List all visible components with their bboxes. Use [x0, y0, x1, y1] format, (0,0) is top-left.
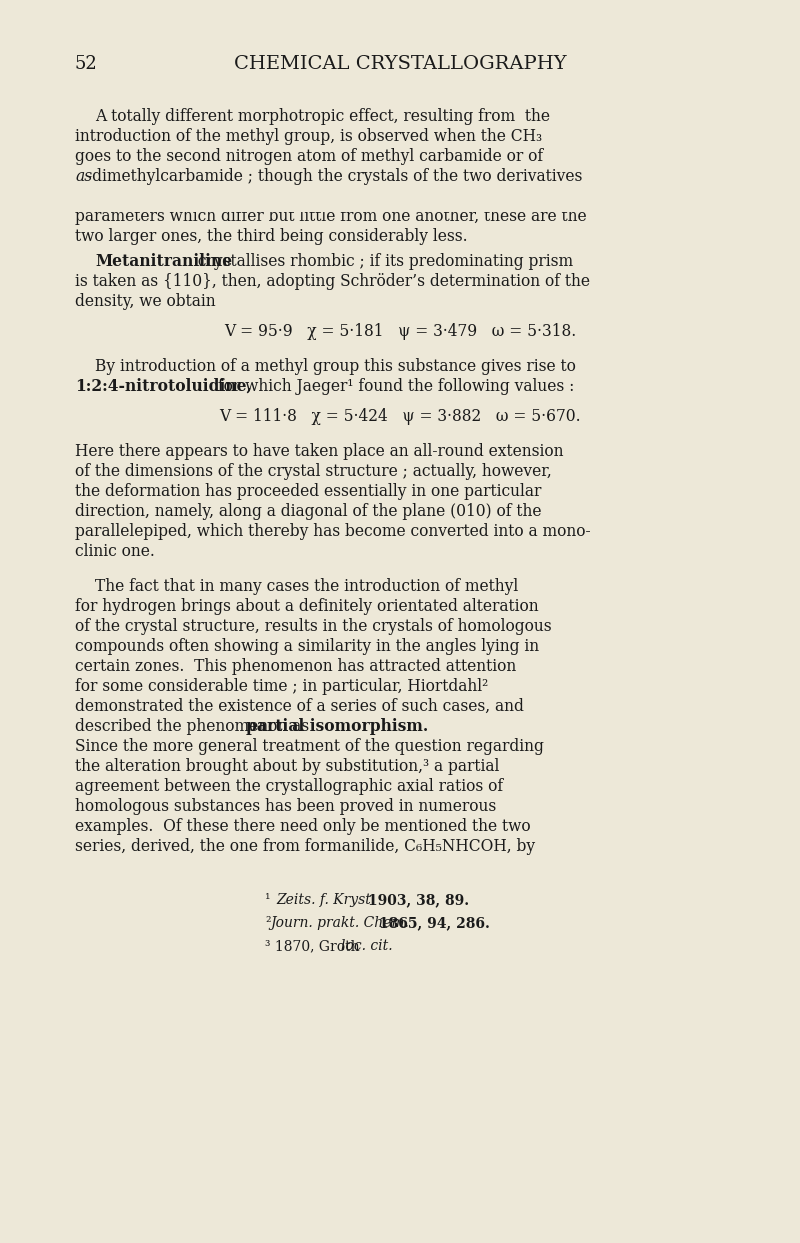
Text: CHEMICAL CRYSTALLOGRAPHY: CHEMICAL CRYSTALLOGRAPHY	[234, 55, 566, 73]
Text: direction, namely, along a diagonal of the plane (010) of the: direction, namely, along a diagonal of t…	[75, 503, 542, 520]
Text: V = 95·9   χ = 5·181   ψ = 3·479   ω = 5·318.: V = 95·9 χ = 5·181 ψ = 3·479 ω = 5·318.	[224, 323, 576, 341]
Text: 1:2:4-nitrotoluidine,: 1:2:4-nitrotoluidine,	[75, 378, 252, 395]
Text: is taken as {110}, then, adopting Schröder’s determination of the: is taken as {110}, then, adopting Schröd…	[75, 273, 590, 290]
Text: for hydrogen brings about a definitely orientated alteration: for hydrogen brings about a definitely o…	[75, 598, 538, 615]
Bar	[75, 168, 735, 190]
Text: examples.  Of these there need only be mentioned the two: examples. Of these there need only be me…	[75, 818, 530, 835]
Text: agreement between the crystallographic axial ratios of: agreement between the crystallographic a…	[75, 778, 503, 796]
Text: By introduction of a methyl group this substance gives rise to: By introduction of a methyl group this s…	[95, 358, 576, 375]
Text: for which Jaeger¹ found the following values :: for which Jaeger¹ found the following va…	[213, 378, 574, 395]
Text: 1865, 94, 286.: 1865, 94, 286.	[374, 916, 490, 930]
Text: loc. cit.: loc. cit.	[342, 938, 393, 953]
Text: ²: ²	[265, 916, 270, 930]
Text: density, we obtain: density, we obtain	[75, 293, 216, 310]
Text: 52: 52	[75, 55, 98, 73]
Bar	[75, 190, 735, 213]
Text: Here there appears to have taken place an all-round extension: Here there appears to have taken place a…	[75, 443, 563, 460]
Text: certain zones.  This phenomenon has attracted attention: certain zones. This phenomenon has attra…	[75, 658, 516, 675]
Text: homologous substances has been proved in numerous: homologous substances has been proved in…	[75, 798, 496, 815]
Text: 1903, 38, 89.: 1903, 38, 89.	[363, 892, 470, 907]
Text: The fact that in many cases the introduction of methyl: The fact that in many cases the introduc…	[95, 578, 518, 595]
Text: Metanitraniline: Metanitraniline	[95, 254, 232, 270]
Text: clinic one.: clinic one.	[75, 543, 155, 561]
Text: compounds often showing a similarity in the angles lying in: compounds often showing a similarity in …	[75, 638, 539, 655]
Text: Journ. prakt. Chem.: Journ. prakt. Chem.	[270, 916, 410, 930]
Text: Since the more general treatment of the question regarding: Since the more general treatment of the …	[75, 738, 544, 755]
Text: -dimethylcarbamide ; though the crystals of the two derivatives: -dimethylcarbamide ; though the crystals…	[87, 168, 582, 185]
Text: ¹: ¹	[265, 892, 275, 907]
Text: ās-dimethylcarbamide ; though the crystals of the two derivatives: ās-dimethylcarbamide ; though the crysta…	[75, 168, 587, 185]
Text: the deformation has proceeded essentially in one particular: the deformation has proceeded essentiall…	[75, 484, 542, 500]
Text: demonstrated the existence of a series of such cases, and: demonstrated the existence of a series o…	[75, 699, 524, 715]
Text: introduction of the methyl group, is observed when the CH₃: introduction of the methyl group, is obs…	[75, 128, 542, 145]
Text: A totally different morphotropic effect, resulting from  the: A totally different morphotropic effect,…	[95, 108, 550, 126]
Text: partial isomorphism.: partial isomorphism.	[246, 718, 428, 735]
Text: parallelepiped, which thereby has become converted into a mono-: parallelepiped, which thereby has become…	[75, 523, 590, 539]
Text: thus obtained, respectively rhombic and monoclinic, also have two: thus obtained, respectively rhombic and …	[75, 188, 595, 205]
Text: parameters which differ but little from one another, these are the: parameters which differ but little from …	[75, 208, 586, 225]
Text: goes to the second nitrogen atom of methyl carbamide or of: goes to the second nitrogen atom of meth…	[75, 148, 543, 165]
Text: V = 111·8   χ = 5·424   ψ = 3·882   ω = 5·670.: V = 111·8 χ = 5·424 ψ = 3·882 ω = 5·670.	[219, 408, 581, 425]
Text: for some considerable time ; in particular, Hiortdahl²: for some considerable time ; in particul…	[75, 677, 488, 695]
Text: of the dimensions of the crystal structure ; actually, however,: of the dimensions of the crystal structu…	[75, 462, 552, 480]
Text: crystallises rhombic ; if its predominating prism: crystallises rhombic ; if its predominat…	[194, 254, 574, 270]
Text: ³ 1870, Groth: ³ 1870, Groth	[265, 938, 364, 953]
Text: series, derived, the one from formanilide, C₆H₅NHCOH, by: series, derived, the one from formanilid…	[75, 838, 535, 855]
Text: Zeits. f. Kryst.: Zeits. f. Kryst.	[276, 892, 375, 907]
Text: as: as	[75, 168, 92, 185]
Text: of the crystal structure, results in the crystals of homologous: of the crystal structure, results in the…	[75, 618, 552, 635]
Text: described the phenomenon as: described the phenomenon as	[75, 718, 314, 735]
Text: the alteration brought about by substitution,³ a partial: the alteration brought about by substitu…	[75, 758, 499, 774]
Text: two larger ones, the third being considerably less.: two larger ones, the third being conside…	[75, 227, 468, 245]
